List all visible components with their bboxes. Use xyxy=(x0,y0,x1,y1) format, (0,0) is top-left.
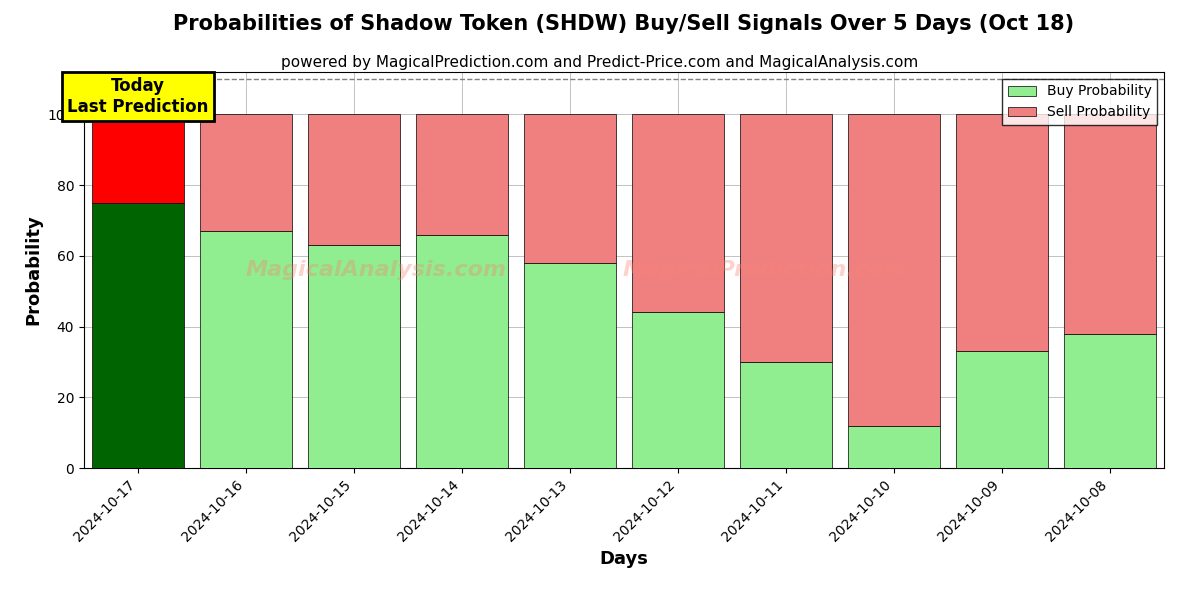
Text: powered by MagicalPrediction.com and Predict-Price.com and MagicalAnalysis.com: powered by MagicalPrediction.com and Pre… xyxy=(281,55,919,70)
Text: Today
Last Prediction: Today Last Prediction xyxy=(67,77,209,116)
Bar xyxy=(416,235,508,468)
Text: MagicalAnalysis.com: MagicalAnalysis.com xyxy=(245,260,506,280)
Bar xyxy=(848,425,940,468)
Text: MagicalPrediction.com: MagicalPrediction.com xyxy=(622,260,907,280)
Bar xyxy=(632,115,724,313)
Bar xyxy=(848,115,940,425)
Bar xyxy=(308,245,400,468)
X-axis label: Days: Days xyxy=(600,550,648,568)
Bar xyxy=(956,115,1048,352)
Bar xyxy=(740,115,832,362)
Bar xyxy=(632,313,724,468)
Legend: Buy Probability, Sell Probability: Buy Probability, Sell Probability xyxy=(1002,79,1157,125)
Bar xyxy=(524,115,616,263)
Bar xyxy=(92,115,184,203)
Bar xyxy=(308,115,400,245)
Bar xyxy=(416,115,508,235)
Bar xyxy=(200,115,292,231)
Bar xyxy=(1064,115,1156,334)
Bar xyxy=(92,203,184,468)
Bar xyxy=(1064,334,1156,468)
Y-axis label: Probability: Probability xyxy=(24,215,42,325)
Bar xyxy=(956,352,1048,468)
Bar xyxy=(740,362,832,468)
Bar xyxy=(200,231,292,468)
Title: Probabilities of Shadow Token (SHDW) Buy/Sell Signals Over 5 Days (Oct 18): Probabilities of Shadow Token (SHDW) Buy… xyxy=(174,14,1074,34)
Bar xyxy=(524,263,616,468)
